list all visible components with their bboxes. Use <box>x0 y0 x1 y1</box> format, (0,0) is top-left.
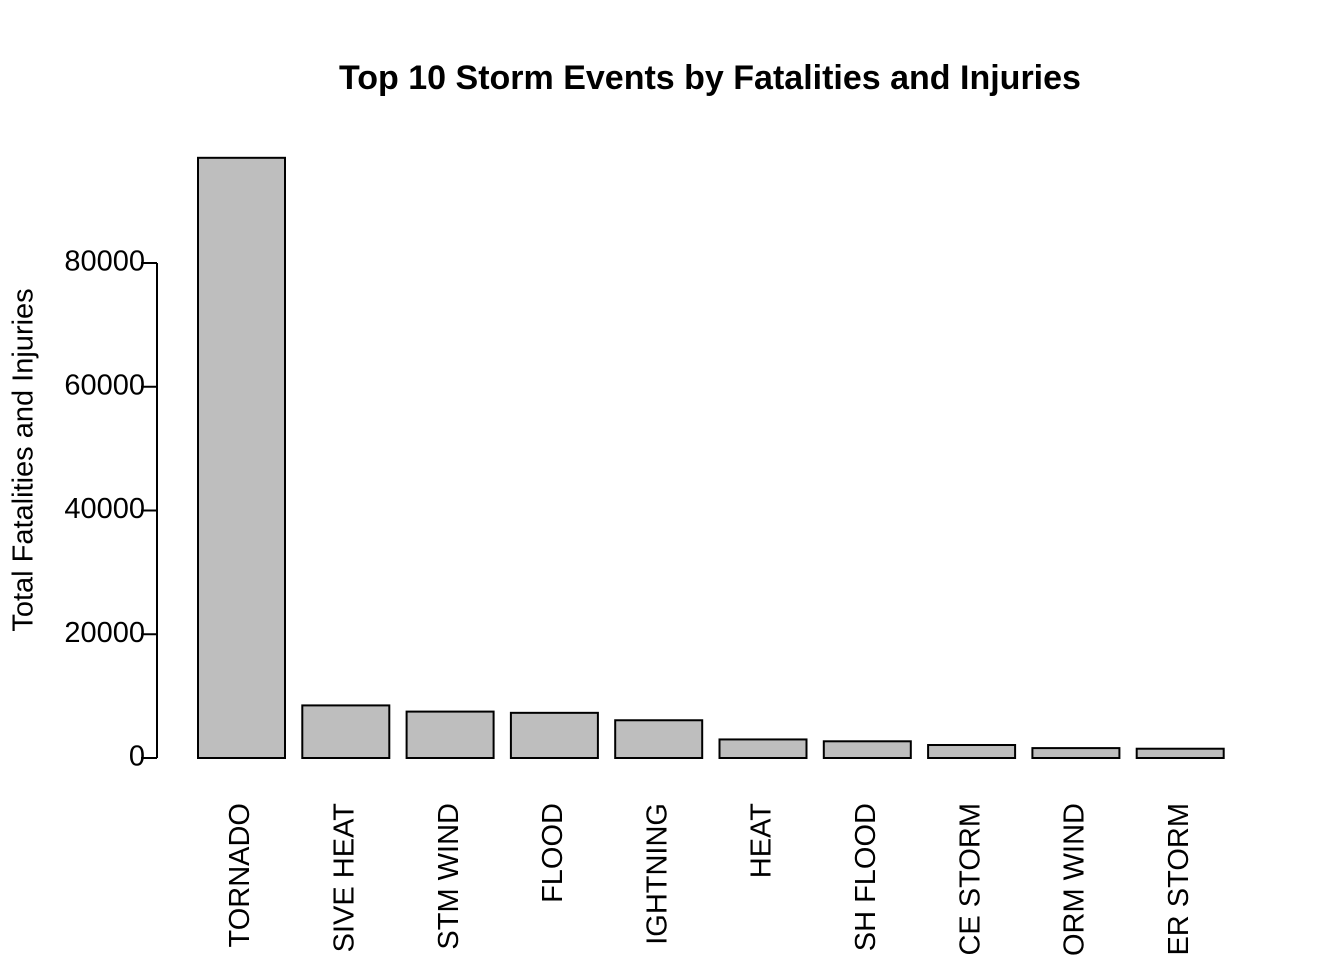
x-tick-label: FLOOD <box>537 803 569 903</box>
x-tick-label: CE STORM <box>954 803 986 956</box>
y-tick-label: 60000 <box>64 369 145 401</box>
bar <box>614 719 704 759</box>
x-tick-label: STM WIND <box>433 803 465 950</box>
x-tick-label: HEAT <box>746 803 778 878</box>
x-tick-label: SIVE HEAT <box>328 803 360 953</box>
x-tick-label: IGHTNING <box>641 803 673 945</box>
x-tick-label: ORM WIND <box>1059 803 1091 956</box>
y-tick-label: 40000 <box>64 493 145 525</box>
bar <box>822 740 912 760</box>
bar <box>1135 747 1225 759</box>
y-tick-label: 0 <box>129 741 145 773</box>
bar <box>509 711 599 759</box>
bar <box>718 738 808 759</box>
chart-title: Top 10 Storm Events by Fatalities and In… <box>339 59 1081 97</box>
y-axis-label: Total Fatalities and Injuries <box>8 288 40 631</box>
x-tick-label: TORNADO <box>224 803 256 947</box>
bar <box>405 710 495 759</box>
x-tick-label: SH FLOOD <box>850 803 882 951</box>
y-tick-label: 80000 <box>64 246 145 278</box>
y-tick-label: 20000 <box>64 617 145 649</box>
bar <box>301 704 391 759</box>
x-tick-label: ER STORM <box>1163 803 1195 956</box>
bar <box>197 156 286 759</box>
bar <box>927 744 1017 759</box>
bar <box>1031 747 1121 759</box>
